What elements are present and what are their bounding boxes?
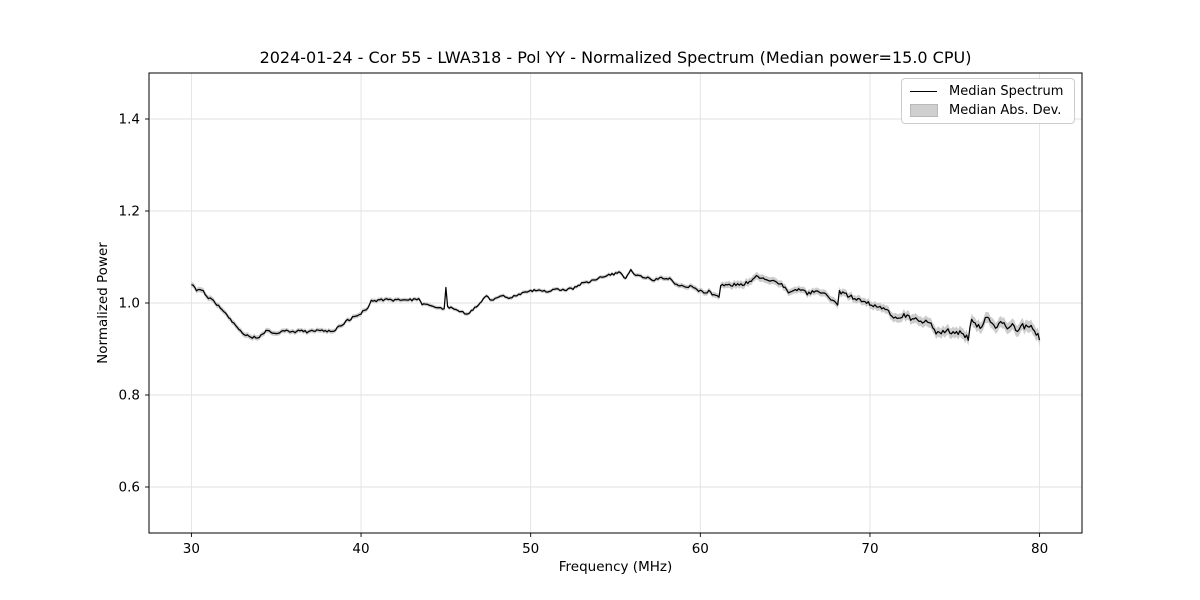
grid xyxy=(149,73,1082,533)
x-axis-label: Frequency (MHz) xyxy=(558,559,673,575)
legend: Median Spectrum Median Abs. Dev. xyxy=(901,78,1075,124)
tick-labels: 30 40 50 60 70 80 0.6 0.8 1.0 1.2 1.4 xyxy=(119,112,1049,558)
y-tick-label: 1.2 xyxy=(119,204,140,220)
x-tick-label: 30 xyxy=(183,541,200,557)
x-tick-label: 50 xyxy=(522,541,539,557)
x-tick-label: 80 xyxy=(1031,541,1048,557)
x-tick-label: 60 xyxy=(692,541,709,557)
spectrum-line xyxy=(191,268,1041,341)
mad-band xyxy=(191,267,1040,347)
patch-swatch-icon xyxy=(910,104,938,117)
y-tick-label: 0.8 xyxy=(119,388,140,404)
y-axis-label: Normalized Power xyxy=(95,242,111,364)
x-tick-label: 70 xyxy=(861,541,878,557)
legend-item-median-abs-dev: Median Abs. Dev. xyxy=(910,102,1074,119)
line-swatch-icon xyxy=(910,91,937,92)
legend-label-median-spectrum: Median Spectrum xyxy=(949,84,1064,99)
x-tick-label: 40 xyxy=(352,541,369,557)
y-tick-label: 1.0 xyxy=(119,296,140,312)
tick-marks xyxy=(145,118,1041,537)
legend-label-median-abs-dev: Median Abs. Dev. xyxy=(949,103,1062,118)
legend-item-median-spectrum: Median Spectrum xyxy=(910,83,1074,100)
y-tick-label: 0.6 xyxy=(119,480,140,496)
y-tick-label: 1.4 xyxy=(119,112,140,128)
chart-title: 2024-01-24 - Cor 55 - LWA318 - Pol YY - … xyxy=(259,48,972,67)
